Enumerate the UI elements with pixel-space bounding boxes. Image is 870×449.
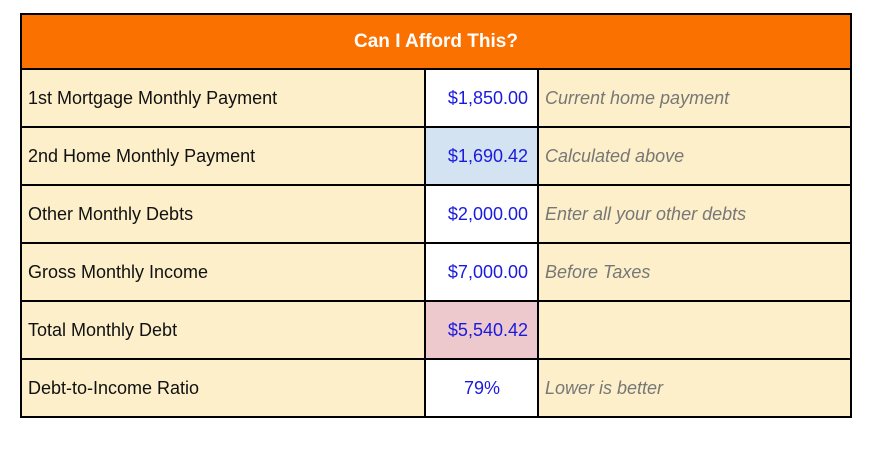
note-1st-mortgage-payment: Current home payment xyxy=(537,68,852,128)
note-2nd-home-payment: Calculated above xyxy=(537,126,852,186)
table-row: Total Monthly Debt $5,540.42 xyxy=(20,300,852,360)
note-total-monthly-debt xyxy=(537,300,852,360)
value-total-monthly-debt[interactable]: $5,540.42 xyxy=(424,300,539,360)
value-other-monthly-debts[interactable]: $2,000.00 xyxy=(424,184,539,244)
value-debt-to-income-ratio[interactable]: 79% xyxy=(424,358,539,418)
table-row: Gross Monthly Income $7,000.00 Before Ta… xyxy=(20,242,852,302)
label-gross-monthly-income: Gross Monthly Income xyxy=(20,242,426,302)
value-2nd-home-payment[interactable]: $1,690.42 xyxy=(424,126,539,186)
value-gross-monthly-income[interactable]: $7,000.00 xyxy=(424,242,539,302)
table-row: 2nd Home Monthly Payment $1,690.42 Calcu… xyxy=(20,126,852,186)
label-debt-to-income-ratio: Debt-to-Income Ratio xyxy=(20,358,426,418)
afford-table: Can I Afford This? 1st Mortgage Monthly … xyxy=(20,13,852,418)
label-total-monthly-debt: Total Monthly Debt xyxy=(20,300,426,360)
table-row: 1st Mortgage Monthly Payment $1,850.00 C… xyxy=(20,68,852,128)
table-header-row: Can I Afford This? xyxy=(20,13,852,70)
label-1st-mortgage-payment: 1st Mortgage Monthly Payment xyxy=(20,68,426,128)
note-other-monthly-debts: Enter all your other debts xyxy=(537,184,852,244)
table-row: Other Monthly Debts $2,000.00 Enter all … xyxy=(20,184,852,244)
label-other-monthly-debts: Other Monthly Debts xyxy=(20,184,426,244)
table-row: Debt-to-Income Ratio 79% Lower is better xyxy=(20,358,852,418)
value-1st-mortgage-payment[interactable]: $1,850.00 xyxy=(424,68,539,128)
label-2nd-home-payment: 2nd Home Monthly Payment xyxy=(20,126,426,186)
note-debt-to-income-ratio: Lower is better xyxy=(537,358,852,418)
note-gross-monthly-income: Before Taxes xyxy=(537,242,852,302)
table-title: Can I Afford This? xyxy=(20,13,852,70)
